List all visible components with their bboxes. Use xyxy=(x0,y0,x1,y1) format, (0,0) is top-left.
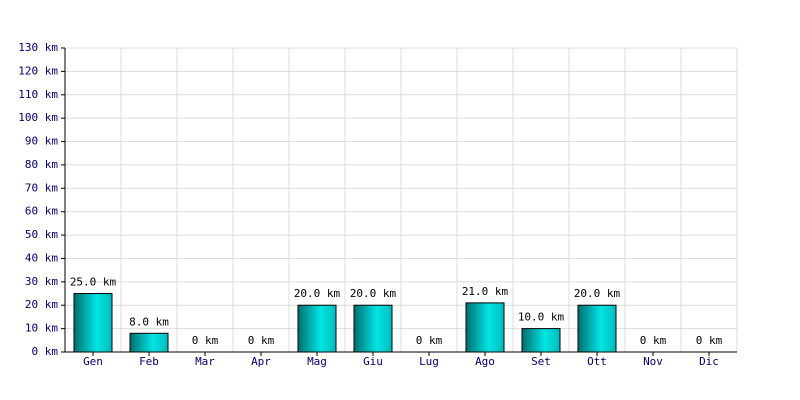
value-label: 0 km xyxy=(192,334,219,347)
value-label: 0 km xyxy=(248,334,275,347)
value-label: 0 km xyxy=(416,334,443,347)
y-tick-label: 80 km xyxy=(25,158,58,171)
value-label: 0 km xyxy=(640,334,667,347)
x-tick-label: Giu xyxy=(363,355,383,368)
value-label: 20.0 km xyxy=(294,287,341,300)
value-label: 20.0 km xyxy=(350,287,397,300)
x-tick-label: Ago xyxy=(475,355,495,368)
x-tick-label: Dic xyxy=(699,355,719,368)
value-label: 10.0 km xyxy=(518,311,565,324)
y-tick-label: 100 km xyxy=(18,111,58,124)
x-tick-label: Gen xyxy=(83,355,103,368)
x-tick-label: Ott xyxy=(587,355,607,368)
value-label: 0 km xyxy=(696,334,723,347)
x-tick-label: Apr xyxy=(251,355,271,368)
value-label: 8.0 km xyxy=(129,315,169,328)
y-tick-label: 0 km xyxy=(32,345,59,358)
x-tick-label: Set xyxy=(531,355,551,368)
x-tick-label: Mar xyxy=(195,355,215,368)
y-tick-label: 10 km xyxy=(25,322,58,335)
y-tick-label: 130 km xyxy=(18,41,58,54)
bar xyxy=(129,332,169,353)
value-label: 25.0 km xyxy=(70,276,117,289)
y-tick-label: 70 km xyxy=(25,181,58,194)
y-tick-label: 50 km xyxy=(25,228,58,241)
bar xyxy=(521,328,561,353)
value-label: 21.0 km xyxy=(462,285,509,298)
x-tick-label: Feb xyxy=(139,355,159,368)
y-tick-label: 110 km xyxy=(18,88,58,101)
x-tick-label: Mag xyxy=(307,355,327,368)
bar xyxy=(73,293,113,353)
bar xyxy=(577,304,617,353)
x-tick-label: Nov xyxy=(643,355,663,368)
bar xyxy=(465,302,505,353)
x-tick-label: Lug xyxy=(419,355,439,368)
y-tick-label: 40 km xyxy=(25,251,58,264)
y-tick-label: 120 km xyxy=(18,64,58,77)
y-tick-label: 60 km xyxy=(25,205,58,218)
y-tick-label: 20 km xyxy=(25,298,58,311)
value-label: 20.0 km xyxy=(574,287,621,300)
y-tick-label: 90 km xyxy=(25,135,58,148)
bar xyxy=(297,304,337,353)
y-tick-label: 30 km xyxy=(25,275,58,288)
bar xyxy=(353,304,393,353)
